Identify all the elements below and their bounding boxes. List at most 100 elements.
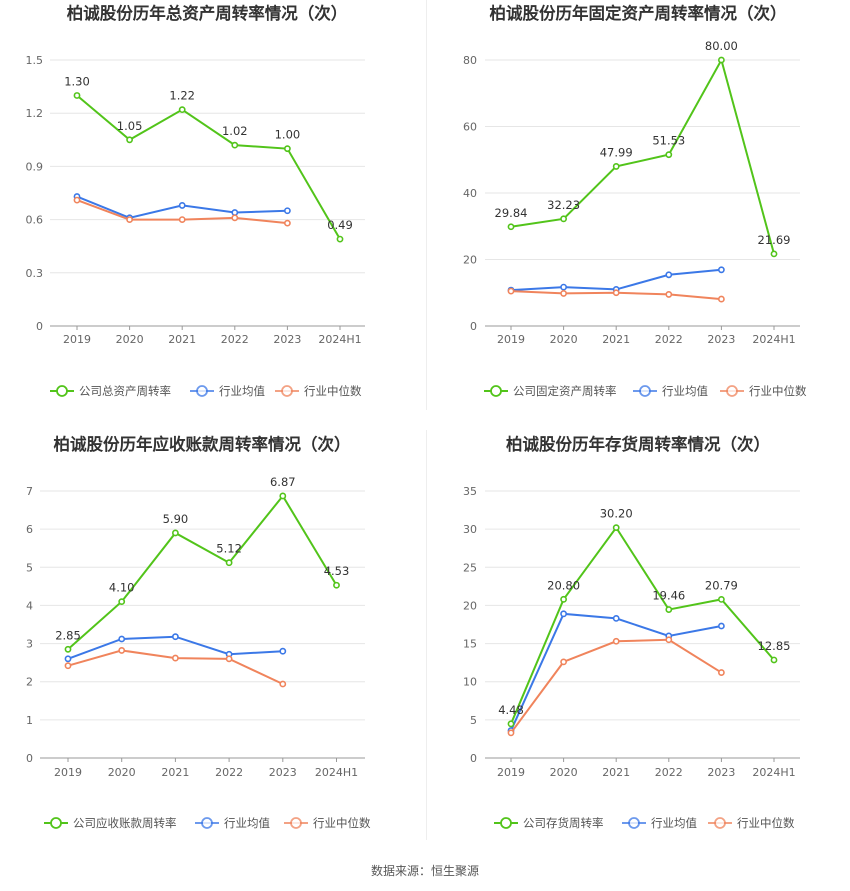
data-point-median — [231, 214, 239, 222]
x-tick-label: 2023 — [273, 333, 301, 346]
data-point-median — [665, 291, 673, 298]
chart-svg: 柏诚股份历年固定资产周转率情况（次） 0 20 40 60 80 2019 2020 2021 2… — [463, 3, 807, 398]
legend-label-avg: 行业均值 — [224, 816, 270, 830]
y-tick-label: 1.5 — [26, 54, 44, 67]
data-point-company — [171, 529, 179, 537]
data-point-avg — [171, 633, 179, 641]
legend-label-avg: 行业均值 — [662, 384, 708, 398]
y-tick-label: 0 — [470, 752, 477, 765]
data-point-median — [560, 290, 567, 297]
chart-content: 柏诚股份历年应收账款周转率情况（次） 0 1 2 3 4 5 6 7 2019 2020 2021 20… — [26, 434, 371, 830]
data-point-median — [507, 287, 515, 295]
y-tick-label: 80 — [463, 54, 477, 67]
data-label: 1.30 — [64, 74, 90, 88]
series-line-avg — [510, 612, 722, 731]
x-tick-label: 2022 — [221, 333, 249, 346]
legend-label-avg: 行业均值 — [651, 816, 697, 830]
x-tick-label: 2021 — [602, 766, 630, 779]
data-label: 1.00 — [275, 128, 301, 142]
data-point-median — [560, 658, 567, 666]
data-point-company — [118, 598, 126, 606]
x-tick-label: 2024H1 — [318, 333, 361, 346]
data-point-median — [225, 655, 233, 663]
data-point-avg — [718, 266, 725, 274]
data-label: 20.79 — [705, 578, 738, 592]
x-tick-label: 2022 — [655, 766, 683, 779]
y-tick-label: 1 — [26, 714, 33, 727]
data-point-company — [225, 559, 233, 567]
data-label: 6.87 — [270, 475, 296, 489]
chart-content: 柏诚股份历年存货周转率情况（次） 0 5 10 15 20 25 30 35 2019 2020 20… — [463, 434, 800, 830]
series-line-median — [510, 638, 722, 734]
y-tick-label: 0 — [470, 320, 477, 333]
data-label: 51.53 — [652, 134, 685, 148]
data-point-median — [612, 289, 620, 297]
y-tick-label: 0 — [36, 320, 43, 333]
data-point-avg — [665, 271, 673, 279]
y-tick-label: 4 — [26, 599, 33, 612]
data-label: 5.90 — [163, 512, 189, 526]
data-point-company — [336, 235, 344, 243]
x-tick-label: 2023 — [707, 333, 735, 346]
y-tick-label: 25 — [463, 561, 477, 574]
y-tick-label: 5 — [26, 561, 33, 574]
y-tick-label: 15 — [463, 638, 477, 651]
data-label: 20.80 — [547, 578, 580, 592]
data-point-median — [283, 219, 291, 227]
y-tick-label: 1.2 — [26, 107, 44, 120]
y-tick-label: 20 — [463, 254, 477, 267]
legend-marker-median — [726, 385, 738, 397]
legend-marker-avg — [196, 385, 208, 397]
data-point-avg — [718, 622, 725, 630]
data-point-company — [333, 581, 340, 589]
x-tick-label: 2020 — [550, 333, 578, 346]
data-label: 80.00 — [705, 39, 738, 53]
data-point-median — [665, 636, 673, 644]
series-line-company — [76, 94, 341, 240]
legend-marker-median — [290, 817, 302, 829]
x-tick-label: 2021 — [602, 333, 630, 346]
data-point-company — [507, 223, 515, 231]
y-tick-label: 30 — [463, 523, 477, 536]
data-label: 4.10 — [109, 581, 135, 595]
legend-marker-company — [56, 385, 68, 397]
y-tick-label: 20 — [463, 599, 477, 612]
y-tick-label: 2 — [26, 676, 33, 689]
chart-title: 柏诚股份历年固定资产周转率情况（次） — [490, 3, 787, 23]
series-line-company — [510, 525, 775, 725]
legend-label-median: 行业中位数 — [749, 384, 807, 398]
data-point-avg — [64, 655, 72, 663]
chart-title: 柏诚股份历年存货周转率情况（次） — [506, 434, 770, 454]
chart-svg: 柏诚股份历年应收账款周转率情况（次） 0 1 2 3 4 5 6 7 2019 2020 2021 20… — [26, 434, 371, 830]
legend-marker-company — [490, 385, 502, 397]
data-label: 1.05 — [117, 119, 143, 133]
data-point-median — [64, 662, 72, 670]
data-label: 21.69 — [758, 233, 791, 247]
data-point-company — [283, 145, 291, 153]
x-tick-label: 2023 — [269, 766, 297, 779]
data-point-company — [665, 151, 673, 159]
data-point-median — [718, 295, 725, 303]
y-tick-label: 0.9 — [26, 160, 44, 173]
legend-label-median: 行业中位数 — [313, 816, 371, 830]
data-label: 29.84 — [495, 206, 528, 220]
data-point-median — [718, 669, 725, 676]
data-point-avg — [560, 610, 567, 618]
data-label: 19.46 — [652, 589, 685, 603]
data-point-company — [279, 492, 287, 500]
legend-marker-avg — [628, 817, 640, 829]
data-source: 数据来源：恒生聚源 — [370, 864, 479, 878]
data-point-avg — [118, 635, 126, 643]
data-point-median — [118, 647, 126, 654]
y-tick-label: 10 — [463, 676, 477, 689]
x-tick-label: 2020 — [116, 333, 144, 346]
data-point-median — [171, 654, 179, 662]
data-point-company — [612, 524, 620, 532]
data-label: 2.85 — [55, 628, 81, 642]
legend-label-company: 公司总资产周转率 — [79, 384, 171, 398]
y-tick-label: 0.3 — [26, 267, 44, 280]
x-tick-label: 2019 — [63, 333, 91, 346]
data-point-company — [770, 250, 778, 258]
legend-marker-company — [500, 817, 512, 829]
data-label: 30.20 — [600, 507, 633, 521]
